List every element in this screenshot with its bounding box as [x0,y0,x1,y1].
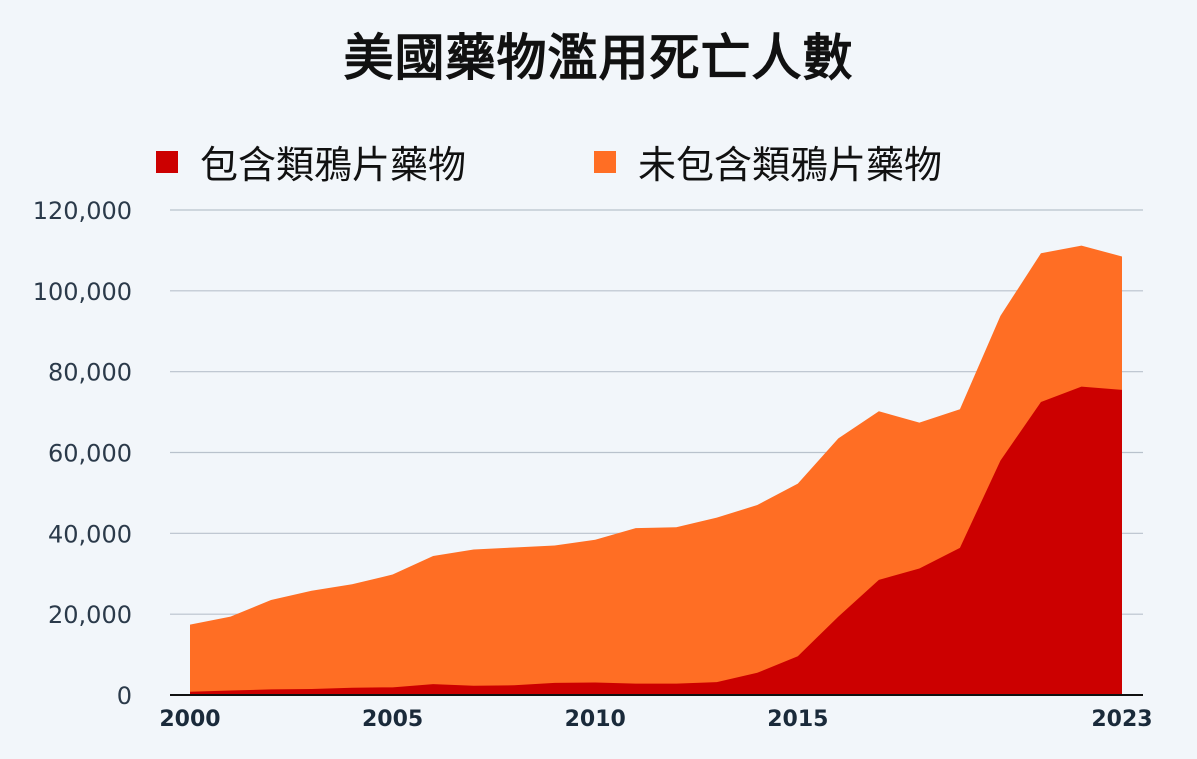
y-tick-label: 120,000 [33,197,132,225]
area-series-opioid [190,386,1122,695]
y-tick-label: 100,000 [33,278,132,306]
y-tick-label: 0 [117,682,132,710]
x-tick-label: 2015 [767,707,828,732]
x-tick-label: 2023 [1091,707,1152,732]
legend-label-opioid: 包含類鴉片藥物 [200,143,467,187]
y-tick-label: 60,000 [48,440,132,468]
y-tick-label: 40,000 [48,520,132,548]
x-tick-label: 2010 [565,707,626,732]
chart-title: 美國藥物濫用死亡人數 [343,29,854,87]
legend-label-non-opioid: 未包含類鴉片藥物 [638,143,943,187]
legend-item-opioid: 包含類鴉片藥物 [156,134,466,189]
legend-swatch-opioid [156,150,178,173]
legend-item-non-opioid: 未包含類鴉片藥物 [594,134,942,189]
y-tick-label: 20,000 [48,601,132,629]
legend-swatch-non-opioid [594,150,616,173]
x-tick-label: 2000 [159,707,220,732]
y-tick-label: 80,000 [48,359,132,387]
x-tick-label: 2005 [362,707,423,732]
legend: 包含類鴉片藥物 未包含類鴉片藥物 [0,134,1197,187]
